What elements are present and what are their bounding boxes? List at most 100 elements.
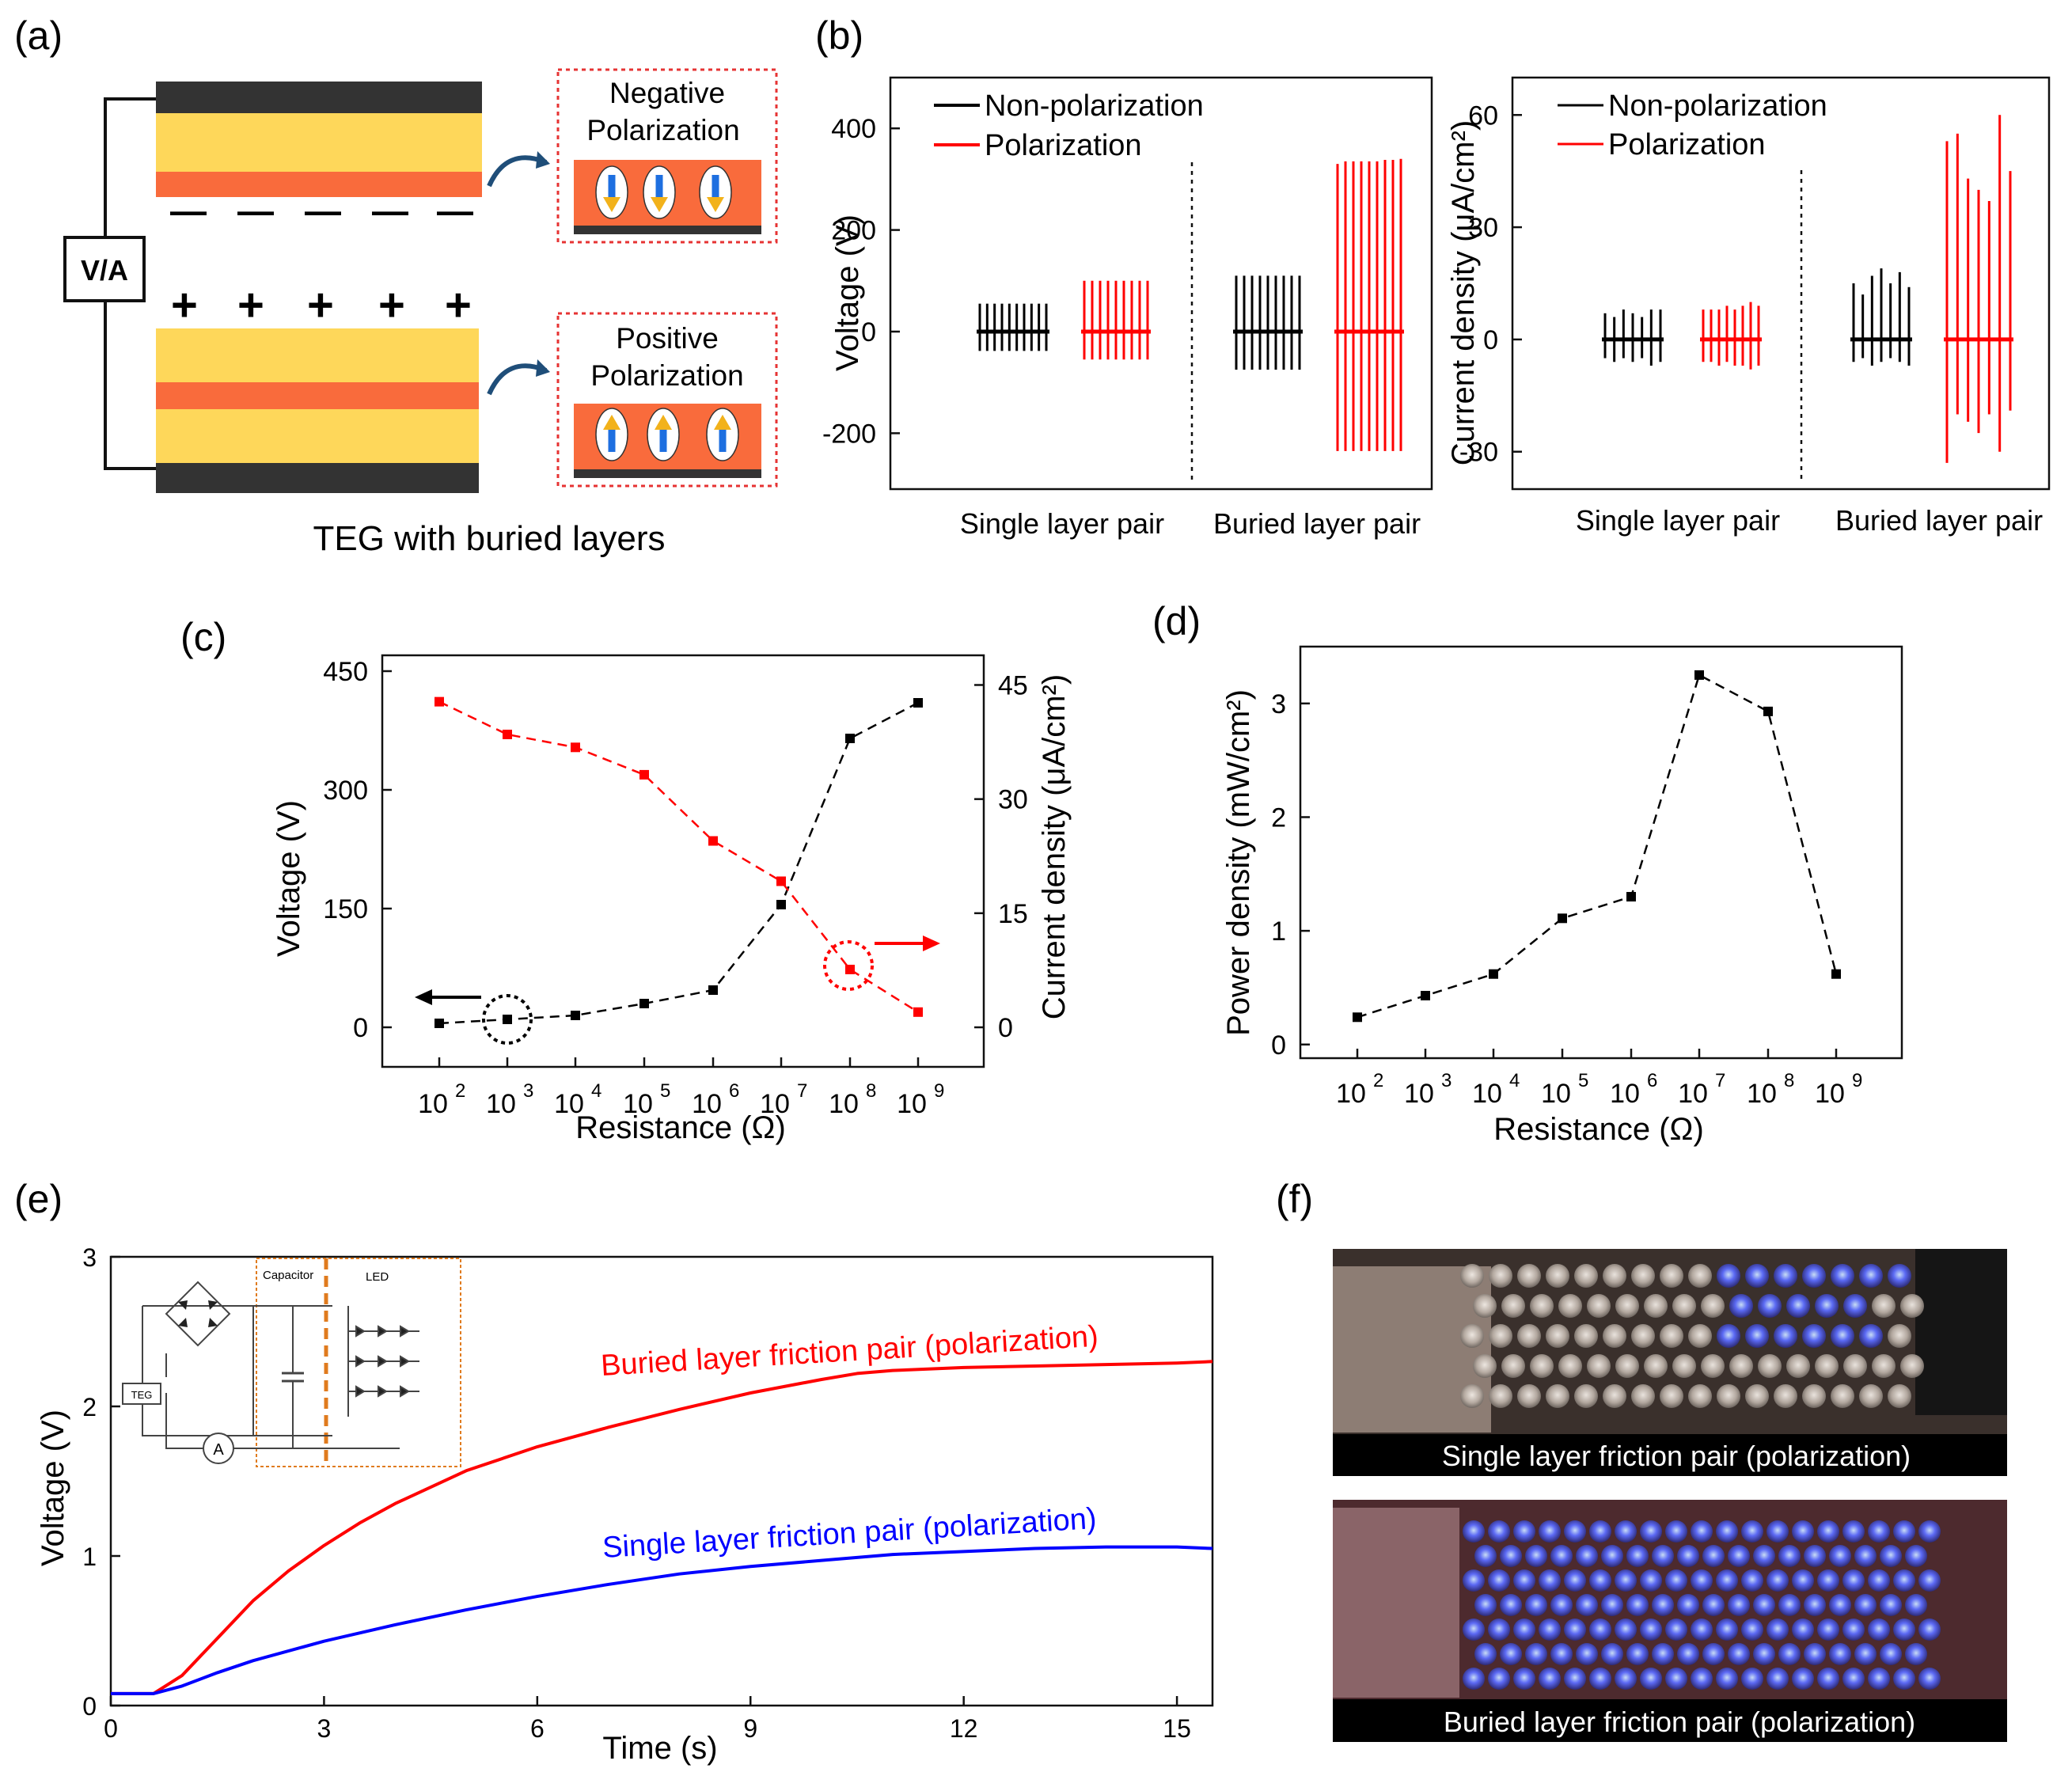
led-icon (1758, 1354, 1782, 1378)
data-point (1489, 969, 1498, 979)
led-icon (1665, 1569, 1687, 1592)
x-tick-exponent: 3 (1441, 1070, 1452, 1091)
curved-arrow-icon (536, 359, 550, 377)
dipole-arrowhead (707, 197, 724, 212)
led-icon (1859, 1264, 1883, 1288)
led-icon (1802, 1384, 1826, 1408)
positive-polarization-title: Polarization (590, 359, 743, 392)
x-category-label: Single layer pair (1576, 504, 1780, 537)
led-icon (1843, 1294, 1867, 1318)
led-icon (1530, 1354, 1554, 1378)
y-tick-label: -200 (822, 419, 876, 449)
led-photo-panel: Single layer friction pair (polarization… (1333, 1249, 2007, 1742)
x-category-label: Buried layer pair (1213, 507, 1421, 540)
y-tick-label: 30 (998, 785, 1028, 815)
x-ticks: 0 3 6 9 12 15 (104, 1696, 1191, 1743)
plus-sign: + (237, 279, 264, 331)
minus-sign: — (170, 190, 207, 231)
teg-schematic: V/A — — — — — + + + + + (63, 68, 778, 558)
led-icon (1717, 1384, 1740, 1408)
data-point (503, 1015, 512, 1024)
led-icon (1474, 1643, 1497, 1665)
led-icon (1688, 1384, 1712, 1408)
led-icon (1872, 1354, 1896, 1378)
x-tick-label: 10 (1404, 1079, 1434, 1109)
led-icon (1564, 1619, 1586, 1641)
x-tick-label: 10 (554, 1089, 584, 1119)
led-icon (1900, 1354, 1924, 1378)
x-ticks: 10 2 10 3 10 4 10 5 10 6 10 7 10 8 10 9 (1336, 1049, 1862, 1109)
top-electrode (156, 82, 482, 113)
panel-a-caption: TEG with buried layers (313, 519, 665, 558)
led-icon (1500, 1545, 1522, 1567)
inset-wire (142, 1305, 254, 1436)
led-array-icon (347, 1306, 419, 1417)
diode-icon (355, 1325, 410, 1338)
led-icon (1829, 1643, 1851, 1665)
led-icon (1615, 1294, 1639, 1318)
led-icon (1786, 1294, 1810, 1318)
data-point (776, 876, 786, 886)
led-icon (1872, 1294, 1896, 1318)
led-icon (1488, 1668, 1510, 1690)
bottom-friction-layer (156, 409, 479, 463)
led-icon (1905, 1643, 1927, 1665)
y-tick-label: 30 (1468, 213, 1498, 243)
x-tick-label: 3 (317, 1714, 332, 1743)
led-icon (1716, 1520, 1738, 1543)
led-icon (1702, 1643, 1725, 1665)
led-icon (1488, 1619, 1510, 1641)
panel-label-e: (e) (14, 1177, 63, 1221)
led-icon (1539, 1619, 1561, 1641)
led-icon (1728, 1545, 1750, 1567)
legend-entry: Non-polarization (1608, 89, 1827, 123)
y-ticks: 0 1 2 3 (82, 1243, 120, 1721)
led-icon (1831, 1324, 1854, 1348)
led-icon (1716, 1569, 1738, 1592)
dipole-arrowhead (603, 415, 620, 430)
meter-label: V/A (81, 254, 128, 287)
top-friction-layer (156, 113, 482, 172)
led-icon (1672, 1294, 1696, 1318)
led-icon (1767, 1569, 1789, 1592)
led-icon (1817, 1668, 1839, 1690)
caption-bar (1333, 1434, 2007, 1476)
led-icon (1488, 1520, 1510, 1543)
led-icon (1893, 1569, 1915, 1592)
series-line (111, 1360, 1213, 1695)
y-tick-label: 0 (1271, 1030, 1286, 1061)
led-icon (1774, 1384, 1797, 1408)
led-icon (1859, 1324, 1883, 1348)
x-tick-exponent: 5 (1578, 1070, 1588, 1091)
data-point (503, 729, 512, 739)
x-tick-label: 10 (1815, 1079, 1845, 1109)
x-tick-label: 10 (1678, 1079, 1708, 1109)
led-icon (1778, 1643, 1801, 1665)
legend-entry: Non-polarization (985, 89, 1204, 123)
led-icon (1691, 1619, 1713, 1641)
led-icon (1626, 1594, 1649, 1616)
led-icon (1500, 1643, 1522, 1665)
led-icon (1888, 1384, 1911, 1408)
led-icon (1589, 1619, 1611, 1641)
led-icon (1691, 1569, 1713, 1592)
led-icon (1741, 1668, 1763, 1690)
led-icon (1774, 1324, 1797, 1348)
diode-icon (178, 1300, 218, 1327)
panel-label-d: (d) (1152, 599, 1201, 643)
chart-marks (977, 158, 1404, 451)
led-icon (1888, 1264, 1911, 1288)
plot-frame (381, 654, 985, 1068)
x-tick-label: 10 (1610, 1079, 1640, 1109)
led-icon (1513, 1520, 1535, 1543)
led-icon (1615, 1619, 1637, 1641)
minus-sign: — (437, 190, 473, 231)
panel-label-f: (f) (1276, 1177, 1313, 1221)
led-icon (1525, 1545, 1547, 1567)
led-icon (1574, 1324, 1598, 1348)
led-icon (1741, 1569, 1763, 1592)
diode-icon (355, 1355, 410, 1368)
led-icon (1918, 1569, 1941, 1592)
led-icon (1868, 1668, 1890, 1690)
dipole-arrowhead (603, 197, 620, 212)
